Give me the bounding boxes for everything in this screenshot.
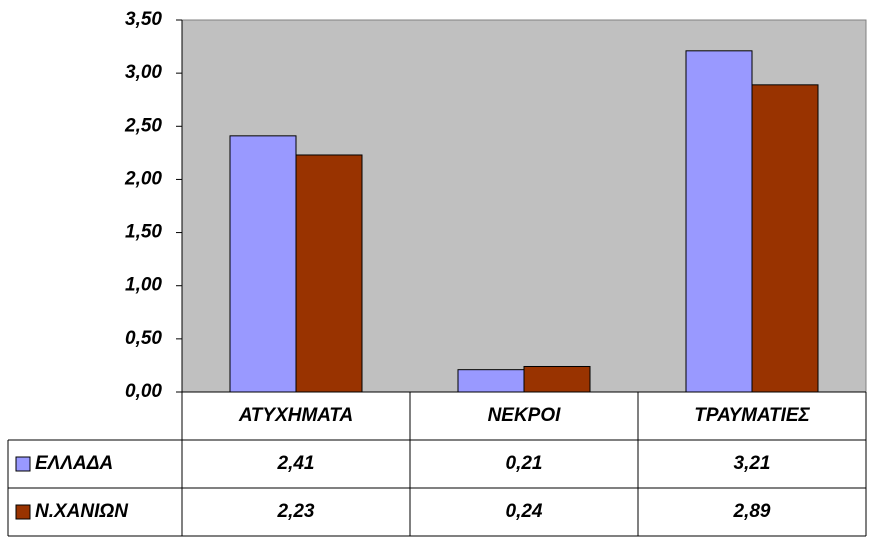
table-value: 3,21 bbox=[734, 453, 771, 474]
bar bbox=[457, 369, 525, 393]
x-tick-label: ΝΕΚΡΟΙ bbox=[488, 405, 562, 426]
table-value: 2,89 bbox=[733, 501, 771, 522]
legend-key bbox=[15, 456, 31, 472]
bar bbox=[229, 135, 297, 393]
table-value: 2,41 bbox=[277, 453, 315, 474]
bar bbox=[685, 50, 753, 393]
bar bbox=[523, 365, 591, 393]
y-tick-label: 0,00 bbox=[125, 381, 162, 402]
legend-label: Ν.ΧΑΝΙΩΝ bbox=[35, 501, 129, 522]
legend-key bbox=[15, 504, 31, 520]
table-value: 0,24 bbox=[506, 501, 543, 522]
y-tick-label: 1,50 bbox=[125, 222, 162, 243]
table-value: 0,21 bbox=[506, 453, 543, 474]
y-tick-label: 2,00 bbox=[124, 168, 162, 189]
y-tick-label: 2,50 bbox=[124, 115, 162, 136]
y-tick-label: 3,50 bbox=[125, 9, 162, 30]
x-tick-label: ΑΤΥΧΗΜΑΤΑ bbox=[238, 405, 353, 426]
y-tick-label: 3,00 bbox=[125, 62, 162, 83]
table-value: 2,23 bbox=[277, 501, 315, 522]
y-tick-label: 1,00 bbox=[125, 275, 162, 296]
bar bbox=[751, 84, 819, 393]
y-tick-label: 0,50 bbox=[125, 328, 162, 349]
legend-label: ΕΛΛΑΔΑ bbox=[35, 453, 113, 474]
bar bbox=[295, 154, 363, 393]
x-tick-label: ΤΡΑΥΜΑΤΙΕΣ bbox=[694, 405, 810, 426]
